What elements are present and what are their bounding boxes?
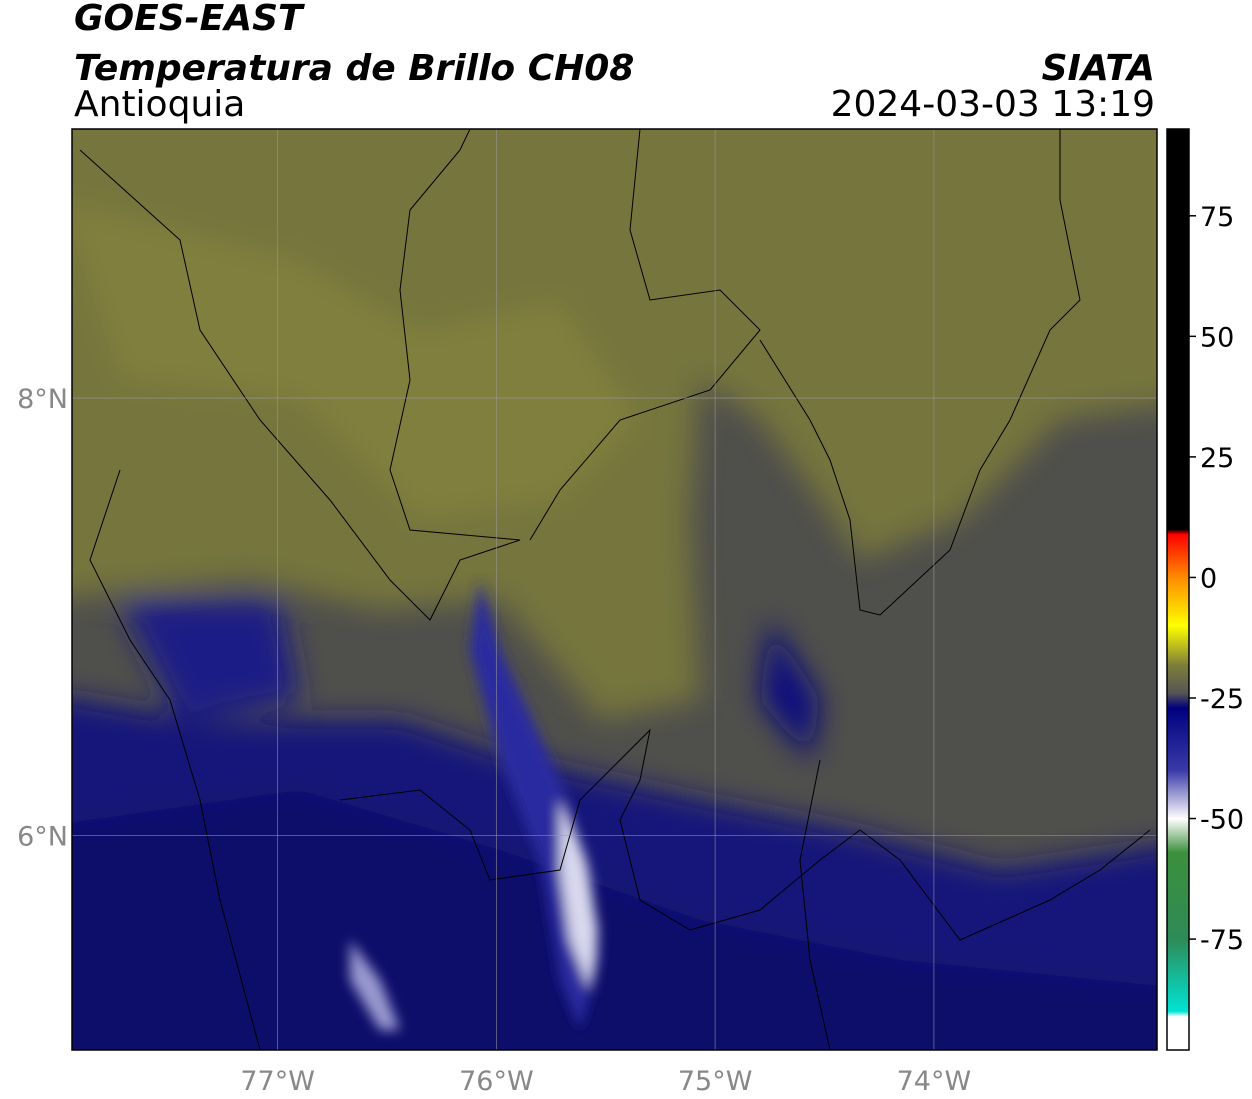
colorbar-tick-label: 50 xyxy=(1200,322,1234,353)
colorbar-tick-label: -75 xyxy=(1200,925,1244,956)
colorbar-segment xyxy=(1167,577,1189,627)
colorbar-segment xyxy=(1167,129,1189,530)
datetime: 2024-03-03 13:19 xyxy=(831,84,1155,125)
map-frame xyxy=(71,128,1158,1051)
colorbar-segment xyxy=(1167,818,1189,853)
colorbar-tick-label: 0 xyxy=(1200,563,1217,594)
colorbar-segment xyxy=(1167,693,1189,709)
colorbar-segment xyxy=(1167,534,1189,578)
y-tick-label: 8°N xyxy=(17,384,68,415)
x-tick-label: 75°W xyxy=(678,1066,753,1097)
region: Antioquia xyxy=(74,84,245,125)
source: SIATA xyxy=(1042,48,1155,89)
subtitle: Temperatura de Brillo CH08 xyxy=(74,48,634,89)
colorbar-tick-label: -25 xyxy=(1200,684,1244,715)
x-tick-label: 77°W xyxy=(240,1066,315,1097)
colorbar-segment xyxy=(1167,852,1189,940)
colorbar-frame xyxy=(1166,128,1190,1051)
x-tick-label: 76°W xyxy=(459,1066,534,1097)
colorbar-tick-label: -50 xyxy=(1200,805,1244,836)
colorbar-tick-label: 25 xyxy=(1200,443,1234,474)
colorbar-segment xyxy=(1167,939,1189,1012)
colorbar-segment xyxy=(1167,770,1189,820)
x-tick-label: 74°W xyxy=(897,1066,972,1097)
colorbar-segment xyxy=(1167,1016,1189,1051)
colorbar-segment xyxy=(1167,1011,1189,1017)
y-tick-label: 6°N xyxy=(17,822,68,853)
title: GOES-EAST xyxy=(74,0,305,39)
colorbar-segment xyxy=(1167,664,1189,694)
colorbar-segment xyxy=(1167,625,1189,665)
colorbar-segment xyxy=(1167,707,1189,771)
colorbar-segment xyxy=(1167,529,1189,535)
map-image xyxy=(72,129,1157,1050)
colorbar-tick-label: 75 xyxy=(1200,202,1234,233)
